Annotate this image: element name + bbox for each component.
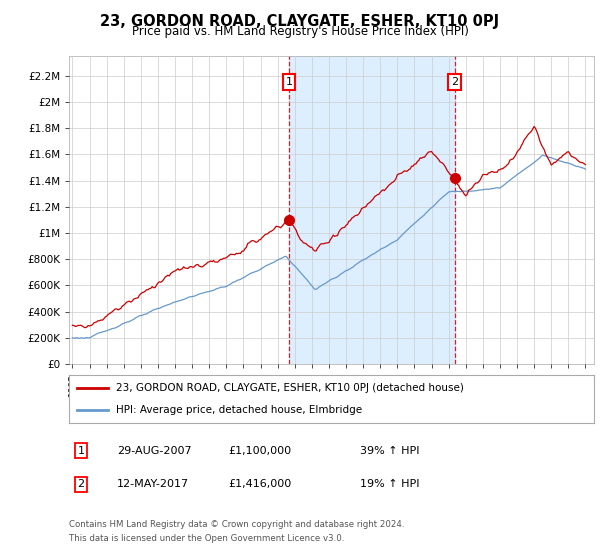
Text: This data is licensed under the Open Government Licence v3.0.: This data is licensed under the Open Gov… (69, 534, 344, 543)
Bar (289, 56, 455, 364)
Text: Contains HM Land Registry data © Crown copyright and database right 2024.: Contains HM Land Registry data © Crown c… (69, 520, 404, 529)
Text: 12-MAY-2017: 12-MAY-2017 (117, 479, 189, 489)
Text: 2: 2 (451, 77, 458, 87)
Text: 1: 1 (77, 446, 85, 456)
Text: 29-AUG-2007: 29-AUG-2007 (117, 446, 191, 456)
Text: 19% ↑ HPI: 19% ↑ HPI (360, 479, 419, 489)
Text: 2: 2 (77, 479, 85, 489)
Text: Price paid vs. HM Land Registry's House Price Index (HPI): Price paid vs. HM Land Registry's House … (131, 25, 469, 38)
Text: 1: 1 (286, 77, 292, 87)
Text: 23, GORDON ROAD, CLAYGATE, ESHER, KT10 0PJ: 23, GORDON ROAD, CLAYGATE, ESHER, KT10 0… (100, 14, 500, 29)
Text: HPI: Average price, detached house, Elmbridge: HPI: Average price, detached house, Elmb… (116, 405, 362, 415)
Text: 39% ↑ HPI: 39% ↑ HPI (360, 446, 419, 456)
Text: £1,416,000: £1,416,000 (228, 479, 291, 489)
Text: 23, GORDON ROAD, CLAYGATE, ESHER, KT10 0PJ (detached house): 23, GORDON ROAD, CLAYGATE, ESHER, KT10 0… (116, 383, 464, 393)
Text: £1,100,000: £1,100,000 (228, 446, 291, 456)
